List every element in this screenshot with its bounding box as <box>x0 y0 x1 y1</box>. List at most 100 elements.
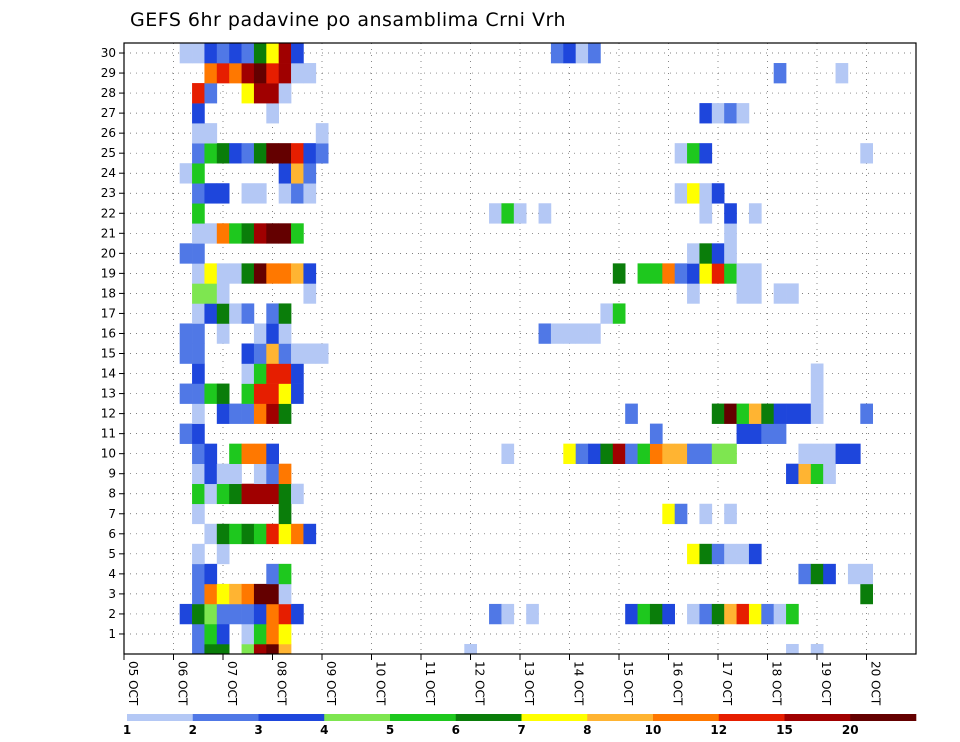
colorbar-swatch <box>258 714 325 721</box>
heatmap-cell <box>674 143 688 164</box>
heatmap-cell <box>216 603 230 625</box>
heatmap-cell <box>229 43 242 64</box>
heatmap-cell <box>724 403 737 424</box>
colorbar-tick-label: 2 <box>189 723 197 737</box>
heatmap-cell <box>216 583 230 605</box>
heatmap-cell <box>216 543 230 565</box>
heatmap-cell <box>748 283 762 304</box>
heatmap-cell <box>724 223 737 244</box>
heatmap-cell <box>216 183 230 204</box>
y-tick-label: 6 <box>108 527 116 541</box>
heatmap-cell <box>315 343 329 364</box>
heatmap-cell <box>786 463 799 485</box>
heatmap-cell <box>216 143 230 164</box>
y-tick-label: 29 <box>101 66 116 80</box>
heatmap-cell <box>241 483 255 505</box>
heatmap-cell <box>253 43 267 64</box>
heatmap-cell <box>192 123 205 144</box>
heatmap-cell <box>625 603 638 625</box>
heatmap-cell <box>810 403 824 424</box>
heatmap-cell <box>748 403 762 424</box>
heatmap-cell <box>489 203 502 224</box>
y-tick-label: 17 <box>101 306 116 320</box>
heatmap-cell <box>253 623 267 645</box>
heatmap-cell <box>216 283 230 304</box>
y-tick-label: 25 <box>101 146 116 160</box>
heatmap-cell <box>649 423 663 444</box>
heatmap-cell <box>699 543 713 565</box>
heatmap-cell <box>204 143 218 164</box>
heatmap-cell <box>179 383 193 404</box>
heatmap-cell <box>649 443 663 464</box>
heatmap-cell <box>278 363 292 384</box>
heatmap-cell <box>810 463 824 485</box>
heatmap-cell <box>204 183 218 204</box>
heatmap-cell <box>501 203 515 224</box>
heatmap-cell <box>229 603 242 625</box>
heatmap-cell <box>550 43 564 64</box>
heatmap-cell <box>823 563 836 585</box>
heatmap-cell <box>278 263 292 284</box>
colorbar-swatch <box>587 714 654 721</box>
heatmap-cell <box>241 263 255 284</box>
heatmap-cell <box>253 643 267 655</box>
heatmap-cell <box>489 603 502 625</box>
heatmap-cell <box>303 263 317 284</box>
heatmap-cell <box>699 243 713 264</box>
colorbar-swatch <box>521 714 588 721</box>
heatmap-cell <box>786 403 799 424</box>
heatmap-cell <box>687 183 700 204</box>
heatmap-cell <box>773 423 787 444</box>
heatmap-cell <box>736 263 750 284</box>
heatmap-cell <box>464 643 477 655</box>
heatmap-cell <box>216 323 230 344</box>
heatmap-cell <box>810 363 824 384</box>
heatmap-cell <box>810 643 824 655</box>
heatmap-cell <box>204 623 218 645</box>
heatmap-cell <box>278 63 292 84</box>
heatmap-cell <box>501 603 515 625</box>
colorbar-tick-label: 6 <box>452 723 460 737</box>
heatmap-cell <box>266 43 279 64</box>
heatmap-cell <box>241 523 255 545</box>
heatmap-cell <box>241 303 255 324</box>
y-tick-label: 9 <box>108 467 116 481</box>
heatmap-cell <box>847 563 861 585</box>
heatmap-cell <box>748 603 762 625</box>
x-tick-label: 09 OCT <box>324 661 338 706</box>
heatmap-cell <box>266 343 279 364</box>
heatmap-cell <box>625 443 638 464</box>
heatmap-cell <box>204 383 218 404</box>
heatmap-cell <box>278 603 292 625</box>
heatmap-cell <box>736 403 750 424</box>
heatmap-cell <box>204 63 218 84</box>
heatmap-cell <box>278 223 292 244</box>
heatmap-cell <box>192 43 205 64</box>
y-tick-label: 7 <box>108 507 116 521</box>
y-tick-label: 26 <box>101 126 116 140</box>
heatmap-cell <box>625 403 638 424</box>
heatmap-cell <box>637 603 651 625</box>
heatmap-cell <box>216 303 230 324</box>
heatmap-cell <box>253 223 267 244</box>
heatmap-cell <box>192 543 205 565</box>
heatmap-cell <box>699 203 713 224</box>
heatmap-cell <box>699 263 713 284</box>
y-tick-label: 18 <box>101 286 116 300</box>
heatmap-cell <box>600 443 614 464</box>
heatmap-cell <box>786 603 799 625</box>
heatmap-cell <box>278 83 292 104</box>
heatmap-cell <box>291 63 304 84</box>
y-tick-label: 2 <box>108 607 116 621</box>
heatmap-cell <box>253 383 267 404</box>
heatmap-cell <box>823 463 836 485</box>
heatmap-cell <box>179 43 193 64</box>
heatmap-cell <box>798 403 812 424</box>
heatmap-cell <box>847 443 861 464</box>
heatmap-cell <box>192 583 205 605</box>
colorbar: 1 2 3 4 5 6 7 8 10 12 15 20 <box>123 714 917 737</box>
heatmap-cell <box>192 183 205 204</box>
heatmap-cell <box>303 143 317 164</box>
heatmap-cell <box>266 623 279 645</box>
heatmap-cell <box>798 563 812 585</box>
